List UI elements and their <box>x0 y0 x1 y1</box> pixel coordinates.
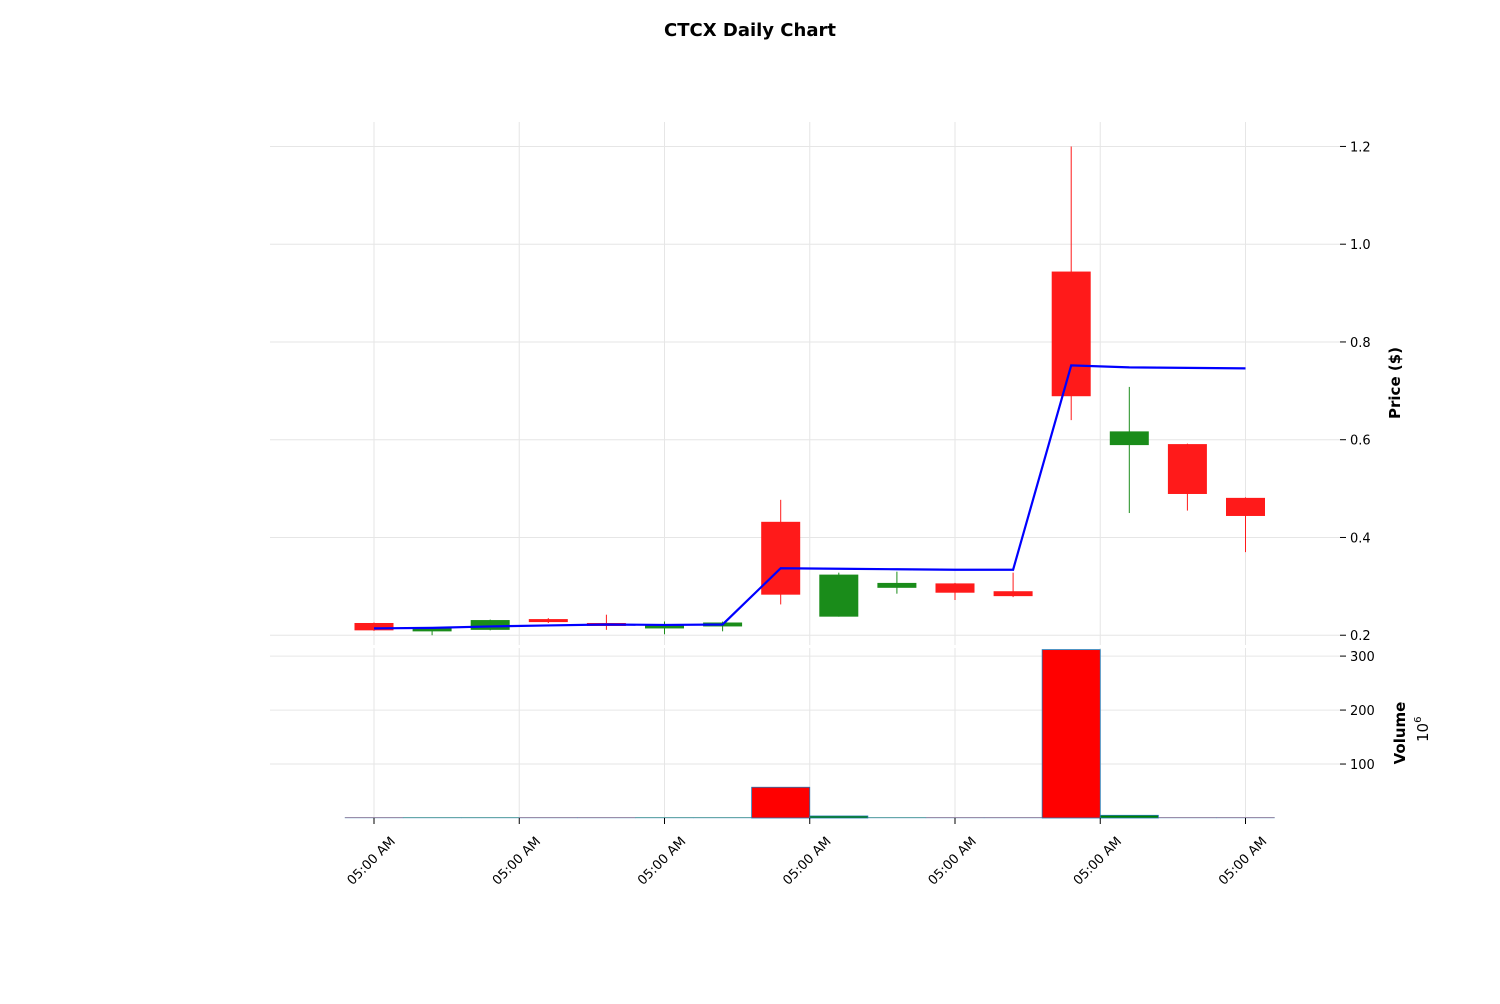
moving-average <box>373 364 1246 630</box>
candle <box>1051 146 1091 421</box>
volume-bar <box>460 817 520 819</box>
volume-bar <box>809 815 869 819</box>
candle-body <box>993 591 1033 597</box>
candle-body <box>1109 431 1149 446</box>
candle <box>645 621 684 635</box>
volume-bar <box>344 817 404 819</box>
volume-bar <box>402 817 462 819</box>
x-tick-label: 05:00 AM <box>635 834 689 888</box>
volume-bar <box>1041 649 1101 819</box>
volume-scale-label: 106 <box>1413 717 1432 742</box>
candle <box>354 622 394 631</box>
candle-body <box>645 625 684 629</box>
candle <box>877 571 917 594</box>
candle <box>1167 443 1207 511</box>
volume-grid <box>270 655 1340 765</box>
x-axis: 05:00 AM 05:00 AM 05:00 AM 05:00 AM 05:00 AM… <box>345 818 1270 888</box>
moving-average-line <box>373 364 1246 630</box>
candle-body <box>354 622 394 631</box>
candle-body <box>528 619 568 623</box>
volume-bar <box>1216 817 1275 819</box>
volume-bar <box>635 817 694 819</box>
price-axis: 0.2 0.4 0.6 0.8 1.0 1.2 <box>1340 140 1371 644</box>
volume-tick-label: 300 <box>1350 650 1375 665</box>
candle <box>993 572 1033 598</box>
volume-bar <box>1158 817 1217 819</box>
candle <box>935 582 975 601</box>
chart-title: CTCX Daily Chart <box>664 20 836 41</box>
volume-axis: 100 200 300 <box>1340 650 1375 773</box>
candle-body <box>1226 497 1265 516</box>
candle-body <box>819 574 859 617</box>
candle <box>528 618 568 624</box>
volume-bar <box>1099 814 1159 819</box>
x-tick-label: 05:00 AM <box>490 834 544 888</box>
x-tick-label: 05:00 AM <box>345 834 399 888</box>
candle <box>819 572 859 617</box>
candle-body <box>1167 444 1207 494</box>
x-tick-label: 05:00 AM <box>1216 834 1270 888</box>
volume-bar <box>577 817 636 819</box>
volume-bar <box>693 817 752 819</box>
candle <box>470 619 510 631</box>
volume-axis-label: Volume <box>1391 702 1409 765</box>
price-axis-label: Price ($) <box>1386 347 1404 419</box>
price-tick-label: 1.2 <box>1350 140 1371 155</box>
candle <box>1226 497 1265 553</box>
price-tick-label: 0.6 <box>1350 434 1371 449</box>
x-tick-label: 05:00 AM <box>780 834 834 888</box>
candle <box>412 628 452 636</box>
x-tick-label: 05:00 AM <box>1071 834 1125 888</box>
candle-body <box>470 620 510 630</box>
volume-bar <box>925 817 985 819</box>
candle-body <box>877 582 917 588</box>
volume-scale-exponent: 6 <box>1413 717 1424 723</box>
volume-tick-label: 200 <box>1350 704 1375 719</box>
volume-bar <box>519 817 578 819</box>
price-tick-label: 0.8 <box>1350 336 1371 351</box>
price-tick-label: 0.2 <box>1350 629 1371 644</box>
candle-body <box>935 583 975 593</box>
candle-body <box>1051 271 1091 397</box>
volume-bar <box>751 786 811 819</box>
price-tick-label: 0.4 <box>1350 531 1371 546</box>
x-grid <box>373 122 1246 818</box>
candle-body <box>412 628 452 632</box>
volume-bar <box>983 817 1043 819</box>
x-tick-label: 05:00 AM <box>926 834 980 888</box>
candle <box>1109 386 1149 514</box>
candle-body <box>761 521 801 595</box>
candle <box>586 614 626 630</box>
candles <box>354 146 1265 636</box>
volume-bar <box>867 817 927 819</box>
volume-tick-label: 100 <box>1350 758 1375 773</box>
price-grid <box>270 145 1340 636</box>
price-tick-label: 1.0 <box>1350 238 1371 253</box>
candle <box>761 499 801 605</box>
volume-scale-base: 10 <box>1414 723 1432 742</box>
volume-bars <box>344 649 1275 819</box>
